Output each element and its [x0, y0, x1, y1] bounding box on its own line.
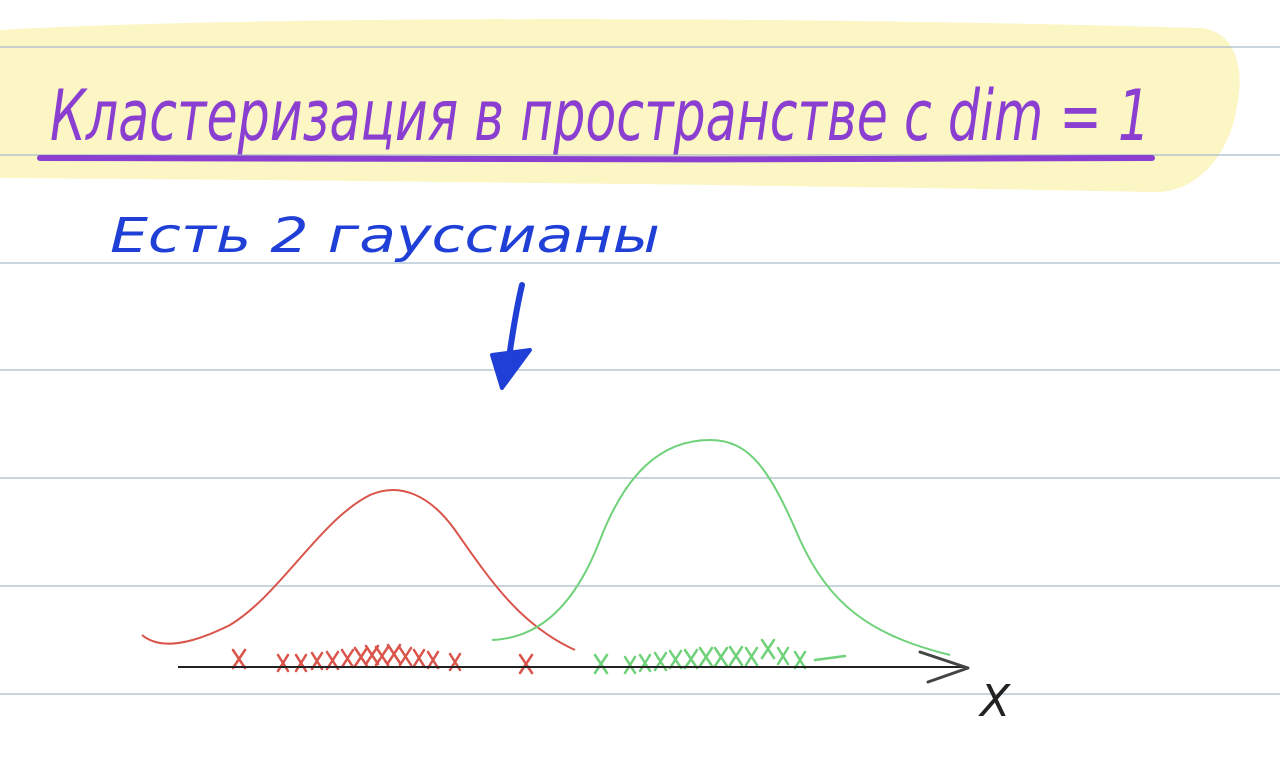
gaussian-curve-red	[141, 489, 576, 651]
x-axis	[178, 650, 970, 684]
down-arrow-icon	[490, 282, 532, 390]
data-point-green	[776, 646, 790, 666]
cluster-green-points	[593, 638, 847, 675]
data-point-green	[713, 646, 729, 668]
data-point-red	[374, 645, 390, 667]
page-title: Кластеризация в пространстве с dim = 1	[50, 75, 1150, 157]
data-point-green	[698, 646, 714, 668]
data-point-red	[276, 653, 290, 673]
data-point-red	[294, 653, 308, 673]
title-highlight	[0, 19, 1240, 193]
data-point-green	[623, 655, 637, 675]
data-point-green	[793, 650, 807, 670]
subtitle: Есть 2 гауссианы	[110, 208, 660, 264]
data-point-green	[668, 649, 683, 670]
ruled-lines	[0, 46, 1280, 695]
gaussian-curve-green	[491, 438, 951, 656]
data-point-green	[638, 653, 652, 673]
data-point-red	[398, 646, 413, 667]
title-underline	[37, 155, 1155, 163]
data-point-red	[426, 650, 440, 670]
data-point-red	[386, 643, 402, 665]
x-axis-label: X	[978, 676, 1011, 727]
data-point-green	[728, 645, 744, 667]
data-point-green	[744, 646, 759, 667]
cluster-red-points	[231, 643, 534, 675]
data-point-red	[353, 646, 369, 668]
data-point-green	[593, 653, 609, 675]
data-point-red	[231, 648, 247, 670]
data-point-red	[412, 648, 426, 668]
data-point-red	[340, 648, 355, 669]
data-point-green	[683, 648, 699, 670]
data-point-red	[518, 653, 534, 675]
data-point-green	[813, 654, 847, 662]
axis-arrow-icon	[918, 650, 970, 684]
data-point-green	[760, 638, 776, 660]
